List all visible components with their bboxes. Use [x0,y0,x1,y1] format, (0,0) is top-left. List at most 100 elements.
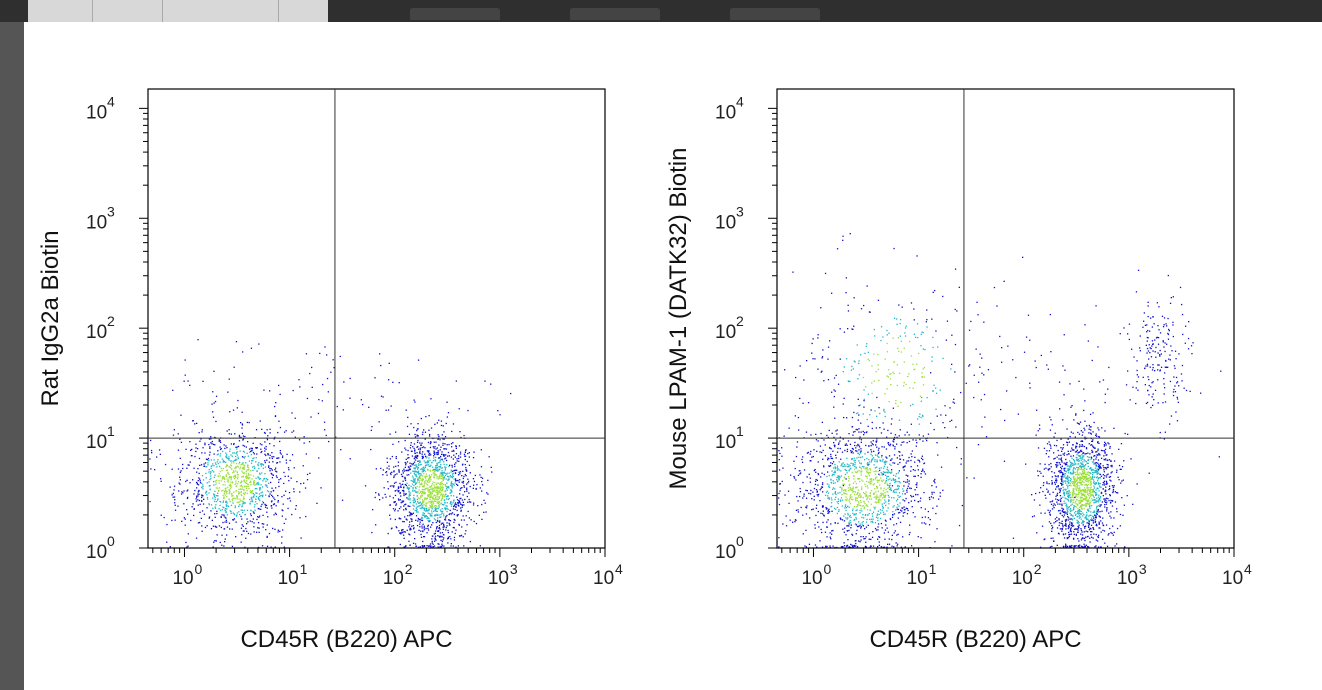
event-dot [454,465,456,468]
event-dot [243,445,246,447]
event-dot [242,498,245,500]
event-dot [1081,469,1083,471]
event-dot [1091,477,1093,479]
event-dot [1042,475,1044,477]
event-dot [853,519,855,521]
event-dot [852,491,854,493]
event-dot [1065,498,1067,500]
event-dot [934,482,936,484]
event-dot [1074,480,1076,482]
event-dot [267,453,269,455]
event-dot [281,456,284,459]
event-dot [1084,491,1087,493]
event-dot [375,468,377,470]
event-dot [866,499,868,501]
event-dot [873,464,875,466]
event-dot [828,465,830,467]
event-dot [875,491,877,493]
event-dot [469,540,471,543]
event-dot [878,541,880,543]
event-dot [446,505,448,507]
event-dot [1075,463,1077,465]
event-dot [206,507,208,509]
event-dot [829,465,832,467]
event-dot [1063,468,1065,470]
event-dot [226,456,228,459]
event-dot [438,500,440,502]
event-dot [872,458,874,460]
event-dot [855,518,858,520]
event-dot [1057,532,1060,534]
event-dot [819,489,821,491]
event-dot [403,531,405,533]
event-dot [916,484,918,486]
event-dot [428,465,430,467]
event-dot [1080,449,1082,451]
event-dot [454,469,456,471]
event-dot [858,496,860,498]
event-dot [902,466,904,468]
event-dot [1076,516,1078,518]
event-dot [1114,545,1116,547]
event-dot [289,459,291,462]
event-dot [891,418,893,420]
event-dot [460,503,462,505]
event-dot [266,545,269,547]
event-dot [440,494,442,496]
event-dot [851,545,854,548]
event-dot [868,471,870,474]
event-dot [378,421,380,423]
event-dot [1057,510,1060,512]
event-dot [925,438,927,440]
event-dot [852,434,854,436]
event-dot [914,475,916,477]
event-dot [830,479,832,481]
event-dot [830,538,832,540]
event-dot [464,455,467,457]
event-dot [1097,477,1100,479]
event-dot [1080,533,1082,535]
event-dot [847,517,849,519]
event-dot [438,503,441,506]
event-dot [457,514,459,516]
event-dot [1078,506,1081,509]
event-dot [406,529,408,531]
event-dot [444,509,447,511]
event-dot [281,542,283,544]
event-dot [1069,528,1072,530]
event-dot [413,527,415,529]
event-dot [276,457,279,459]
event-dot [199,464,201,466]
event-dot [433,474,435,477]
event-dot [1098,490,1100,492]
event-dot [916,442,918,444]
event-dot [813,495,815,497]
event-dot [1086,486,1088,488]
event-dot [223,493,225,495]
event-dot [276,457,278,459]
event-dot [237,491,240,493]
event-dot [422,545,424,547]
event-dot [892,440,894,442]
event-dot [236,471,238,473]
event-dot [832,480,834,482]
event-dot [1070,462,1072,464]
event-dot [218,439,220,441]
event-dot [456,480,458,482]
event-dot [911,456,913,458]
event-dot [1103,500,1106,502]
event-dot [242,475,244,477]
event-dot [1084,467,1086,469]
event-dot [394,494,397,497]
event-dot [1088,510,1090,512]
event-dot [1105,476,1108,478]
event-dot [149,458,151,460]
event-dot [1085,496,1088,498]
event-dot [803,469,806,471]
event-dot [892,444,894,446]
event-dot [454,479,457,481]
event-dot [440,459,442,461]
event-dot [417,428,419,430]
event-dot [240,422,242,424]
event-dot [197,504,199,506]
